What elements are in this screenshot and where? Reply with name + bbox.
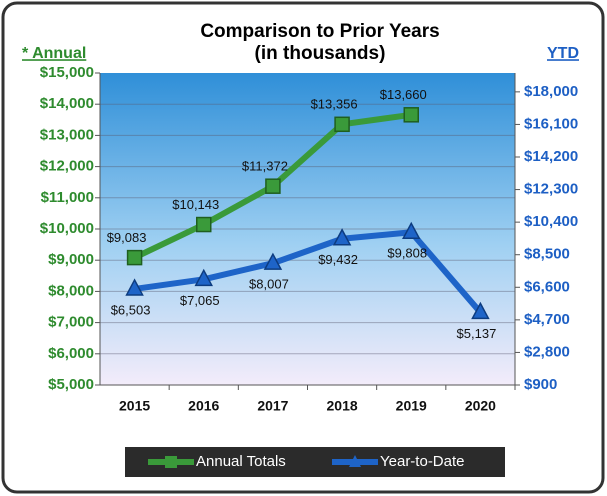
marker bbox=[196, 216, 212, 233]
marker bbox=[265, 178, 281, 194]
marker bbox=[125, 278, 144, 296]
legend-label: Annual Totals bbox=[196, 453, 286, 470]
y2-tick-label: $6,600 bbox=[524, 278, 570, 295]
marker bbox=[402, 221, 421, 240]
y2-tick-label: $900 bbox=[524, 376, 557, 393]
marker bbox=[471, 301, 490, 320]
y-tick-label: $11,000 bbox=[41, 189, 94, 206]
marker bbox=[263, 252, 283, 270]
data-label: $8,007 bbox=[249, 277, 289, 292]
marker bbox=[403, 107, 419, 123]
data-label: $11,372 bbox=[242, 159, 288, 174]
y2-tick-label: $16,100 bbox=[524, 115, 578, 132]
marker bbox=[126, 249, 143, 266]
x-tick-label: 2020 bbox=[465, 398, 496, 414]
x-tick-label: 2018 bbox=[327, 398, 358, 414]
x-tick-label: 2015 bbox=[119, 398, 150, 414]
marker bbox=[334, 116, 350, 133]
x-tick-label: 2017 bbox=[257, 398, 288, 414]
y2-tick-label: $14,200 bbox=[524, 148, 578, 165]
data-label: $5,137 bbox=[457, 326, 497, 341]
legend-marker bbox=[165, 456, 177, 468]
y2-axis-label: YTD bbox=[547, 45, 579, 62]
chart-subtitle: (in thousands) bbox=[255, 43, 386, 64]
data-label: $13,356 bbox=[311, 97, 358, 112]
y2-tick-label: $8,500 bbox=[524, 246, 570, 263]
data-label: $13,660 bbox=[380, 87, 427, 102]
plot-area bbox=[100, 73, 515, 385]
y2-tick-label: $4,700 bbox=[524, 311, 570, 328]
y-tick-label: $13,000 bbox=[40, 126, 94, 143]
y-tick-label: $6,000 bbox=[48, 345, 94, 362]
legend-marker bbox=[349, 455, 361, 467]
y2-tick-label: $2,800 bbox=[524, 343, 570, 360]
legend-label: Year-to-Date bbox=[380, 453, 465, 470]
y-axis-label: * Annual bbox=[22, 45, 86, 62]
data-label: $9,083 bbox=[107, 230, 147, 245]
data-label: $7,065 bbox=[180, 293, 220, 308]
y-tick-label: $8,000 bbox=[48, 282, 94, 299]
marker bbox=[194, 268, 213, 287]
chart-title: Comparison to Prior Years bbox=[200, 21, 439, 42]
data-label: $9,808 bbox=[387, 246, 427, 261]
data-label: $6,503 bbox=[111, 302, 151, 317]
y-tick-label: $14,000 bbox=[40, 95, 94, 112]
y-tick-label: $5,000 bbox=[48, 376, 94, 393]
y2-tick-label: $10,400 bbox=[524, 213, 578, 230]
y-tick-label: $7,000 bbox=[48, 314, 94, 331]
y2-tick-label: $12,300 bbox=[524, 181, 578, 198]
x-tick-label: 2019 bbox=[396, 398, 427, 414]
y-tick-label: $12,000 bbox=[40, 158, 94, 175]
marker bbox=[332, 228, 352, 246]
y-tick-label: $9,000 bbox=[48, 251, 94, 268]
series-line bbox=[134, 229, 483, 315]
x-tick-label: 2016 bbox=[188, 398, 219, 414]
data-label: $10,143 bbox=[172, 197, 219, 212]
y-tick-label: $10,000 bbox=[40, 220, 94, 237]
data-label: $9,432 bbox=[318, 252, 358, 267]
y-tick-label: $15,000 bbox=[40, 64, 94, 81]
y2-tick-label: $18,000 bbox=[524, 83, 578, 100]
